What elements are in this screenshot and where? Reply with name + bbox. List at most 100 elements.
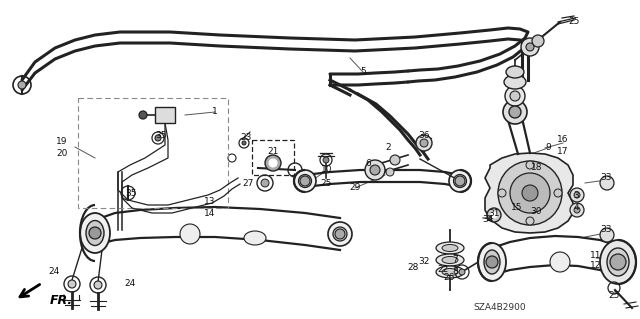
Ellipse shape [449,170,471,192]
Circle shape [570,188,584,202]
Circle shape [261,179,269,187]
Ellipse shape [478,243,506,281]
Ellipse shape [436,254,464,266]
Circle shape [600,228,614,242]
Ellipse shape [442,256,458,263]
Circle shape [386,168,394,176]
Circle shape [265,155,281,171]
Text: 10: 10 [321,166,333,174]
Polygon shape [485,153,573,233]
Text: 22: 22 [437,265,449,275]
Circle shape [487,208,501,222]
Text: 33: 33 [600,226,612,234]
Text: 19: 19 [56,137,68,146]
Circle shape [300,176,310,186]
Text: 9: 9 [545,144,551,152]
Text: 26: 26 [444,272,454,281]
Circle shape [269,159,277,167]
Circle shape [526,217,534,225]
Text: 11: 11 [590,250,602,259]
Circle shape [370,165,380,175]
Text: 15: 15 [511,203,523,211]
Ellipse shape [294,170,316,192]
Text: 35: 35 [156,131,167,140]
Circle shape [155,135,161,141]
Circle shape [416,135,432,151]
Circle shape [600,176,614,190]
Text: 27: 27 [243,179,253,188]
Circle shape [455,176,465,186]
Text: 1: 1 [212,108,218,116]
Circle shape [521,38,539,56]
FancyBboxPatch shape [155,107,175,123]
Text: 35: 35 [125,189,137,197]
Text: 21: 21 [268,147,278,157]
Text: 24: 24 [49,268,60,277]
Circle shape [554,189,562,197]
Circle shape [180,224,200,244]
Ellipse shape [86,220,104,246]
Ellipse shape [328,222,352,246]
Text: 16: 16 [557,136,569,145]
Circle shape [522,185,538,201]
Ellipse shape [298,174,312,188]
Circle shape [459,269,465,275]
Ellipse shape [442,269,458,276]
Text: 2: 2 [385,143,391,152]
Text: 18: 18 [531,164,543,173]
Circle shape [532,35,544,47]
Circle shape [498,161,562,225]
Circle shape [89,227,101,239]
Circle shape [139,111,147,119]
Circle shape [18,81,26,89]
Text: 13: 13 [204,197,216,206]
Text: 36: 36 [419,131,429,140]
Circle shape [335,229,345,239]
Circle shape [491,212,497,218]
Circle shape [486,256,498,268]
Text: 32: 32 [419,256,429,265]
Text: 7: 7 [452,256,458,264]
Circle shape [390,155,400,165]
Text: 24: 24 [124,278,136,287]
Text: 25: 25 [568,18,580,26]
Ellipse shape [454,174,467,188]
Circle shape [526,43,534,51]
Circle shape [550,252,570,272]
Ellipse shape [436,266,464,278]
Circle shape [570,203,584,217]
Text: 29: 29 [349,183,361,192]
Text: 5: 5 [360,68,366,77]
Ellipse shape [506,66,524,78]
Ellipse shape [244,231,266,245]
Circle shape [510,91,520,101]
Text: 31: 31 [488,209,500,218]
Text: 33: 33 [600,173,612,182]
Text: 25: 25 [608,292,620,300]
Text: 12: 12 [590,262,602,271]
Circle shape [420,139,428,147]
Circle shape [510,173,550,213]
Text: 3: 3 [573,190,579,199]
Circle shape [574,207,580,213]
Ellipse shape [484,250,500,274]
Circle shape [365,160,385,180]
Ellipse shape [504,75,526,89]
Circle shape [503,100,527,124]
Circle shape [509,106,521,118]
Circle shape [323,157,329,163]
Ellipse shape [442,244,458,251]
Circle shape [526,161,534,169]
Circle shape [505,86,525,106]
Text: 8: 8 [452,268,458,277]
Circle shape [498,189,506,197]
Ellipse shape [600,240,636,284]
Ellipse shape [607,248,629,276]
Circle shape [68,280,76,288]
Text: 14: 14 [204,209,216,218]
Text: 20: 20 [56,149,68,158]
Circle shape [94,281,102,289]
Ellipse shape [333,227,347,241]
Text: 17: 17 [557,146,569,155]
Text: 34: 34 [483,216,493,225]
